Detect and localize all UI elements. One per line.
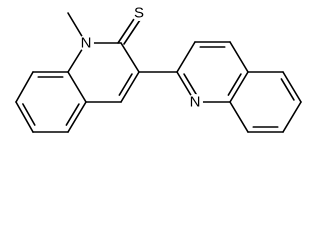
bond: [120, 71, 140, 103]
bond: [282, 71, 302, 103]
bond: [67, 71, 87, 103]
bond: [65, 103, 80, 126]
bond: [22, 103, 36, 126]
bond: [67, 101, 87, 133]
bond: [280, 78, 295, 101]
bond: [229, 101, 249, 133]
bond: [120, 42, 140, 73]
structure-diagram: N S N: [15, 5, 302, 133]
atom-label: S: [134, 5, 144, 22]
bond: [229, 41, 249, 73]
bond: [123, 16, 143, 45]
bond: [229, 71, 249, 103]
page: NSN (() => { const data = JSON.parse(doc…: [15, 4, 302, 133]
atom-label: N: [190, 94, 201, 111]
label-mask: [187, 94, 203, 110]
atom-label: N: [81, 35, 92, 52]
bond: [118, 73, 133, 96]
bond: [282, 101, 302, 133]
bond: [15, 101, 34, 133]
bond: [15, 71, 34, 103]
bond: [227, 73, 242, 96]
bond: [176, 41, 196, 73]
bond: [117, 15, 137, 44]
bond: [183, 73, 198, 96]
label-mask: [131, 5, 147, 21]
label-mask: [78, 35, 94, 51]
